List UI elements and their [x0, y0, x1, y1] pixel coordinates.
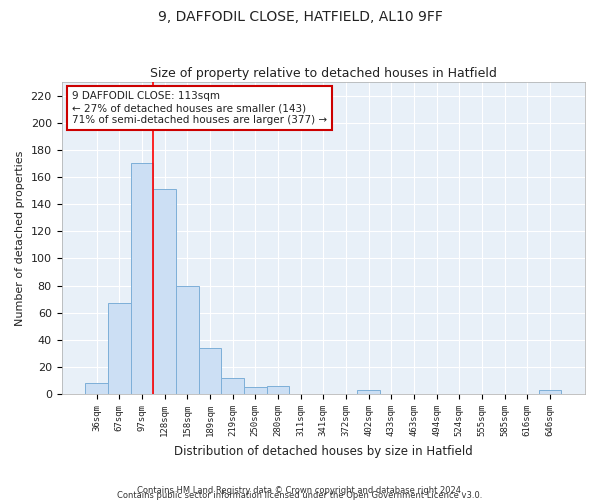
Bar: [244, 388, 266, 394]
Bar: [266, 386, 289, 394]
Bar: [108, 304, 131, 394]
Text: 9 DAFFODIL CLOSE: 113sqm
← 27% of detached houses are smaller (143)
71% of semi-: 9 DAFFODIL CLOSE: 113sqm ← 27% of detach…: [72, 92, 327, 124]
Bar: [199, 348, 221, 394]
Bar: [85, 384, 108, 394]
Text: 9, DAFFODIL CLOSE, HATFIELD, AL10 9FF: 9, DAFFODIL CLOSE, HATFIELD, AL10 9FF: [158, 10, 442, 24]
Y-axis label: Number of detached properties: Number of detached properties: [15, 150, 25, 326]
Bar: [176, 286, 199, 394]
X-axis label: Distribution of detached houses by size in Hatfield: Distribution of detached houses by size …: [174, 444, 473, 458]
Bar: [539, 390, 561, 394]
Bar: [357, 390, 380, 394]
Text: Contains HM Land Registry data © Crown copyright and database right 2024.: Contains HM Land Registry data © Crown c…: [137, 486, 463, 495]
Text: Contains public sector information licensed under the Open Government Licence v3: Contains public sector information licen…: [118, 491, 482, 500]
Title: Size of property relative to detached houses in Hatfield: Size of property relative to detached ho…: [150, 66, 497, 80]
Bar: [131, 164, 154, 394]
Bar: [154, 190, 176, 394]
Bar: [221, 378, 244, 394]
